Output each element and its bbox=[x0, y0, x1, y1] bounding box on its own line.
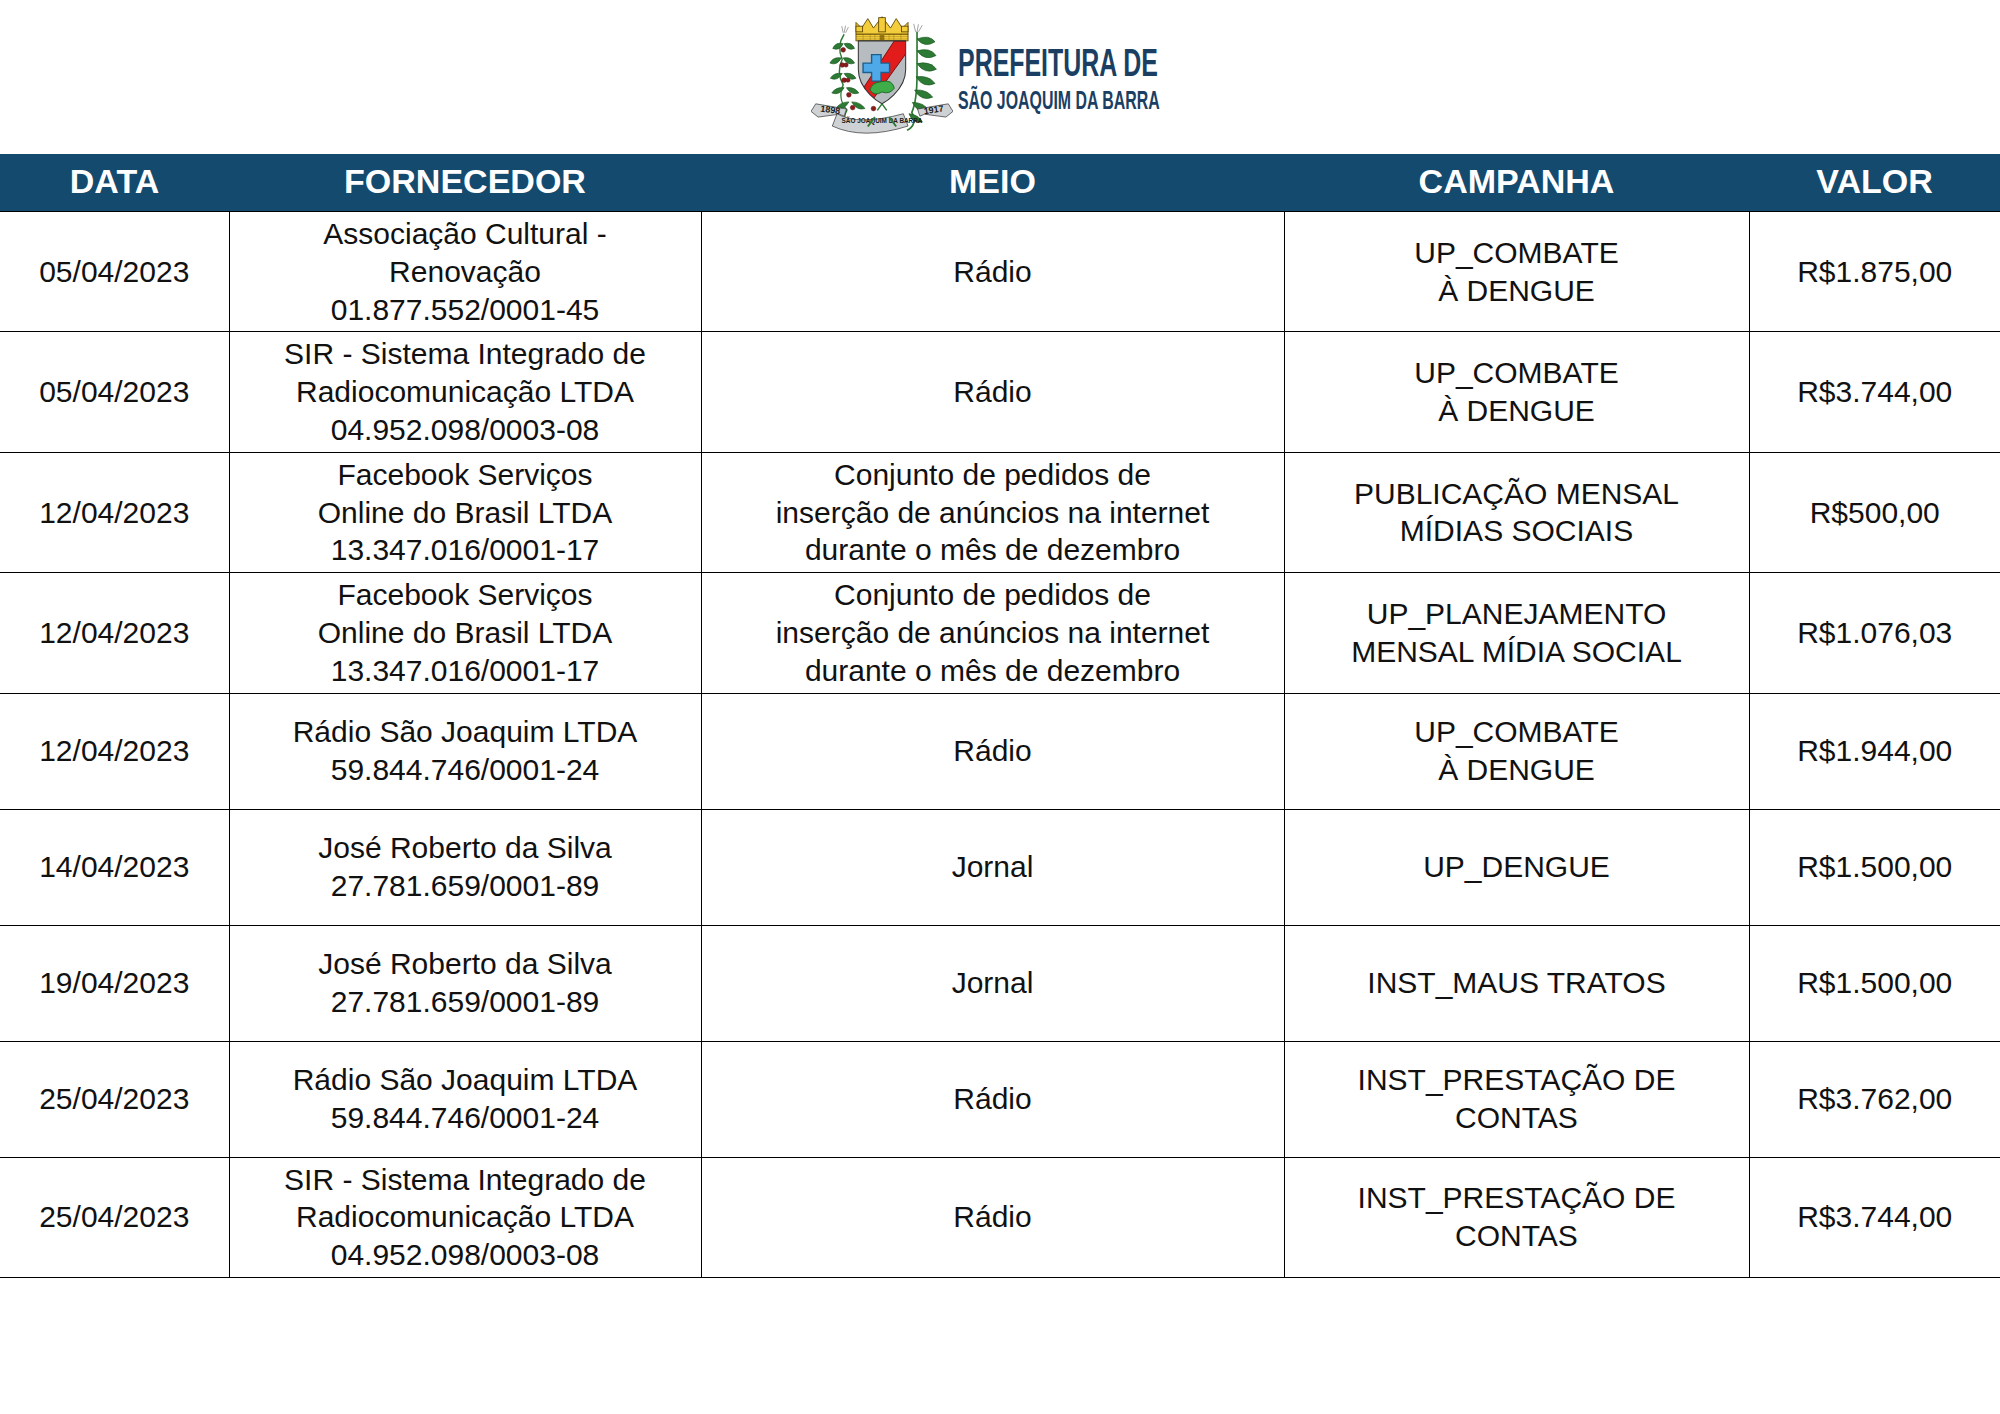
svg-text:SÃO JOAQUIM DA BARRA: SÃO JOAQUIM DA BARRA bbox=[842, 116, 923, 125]
